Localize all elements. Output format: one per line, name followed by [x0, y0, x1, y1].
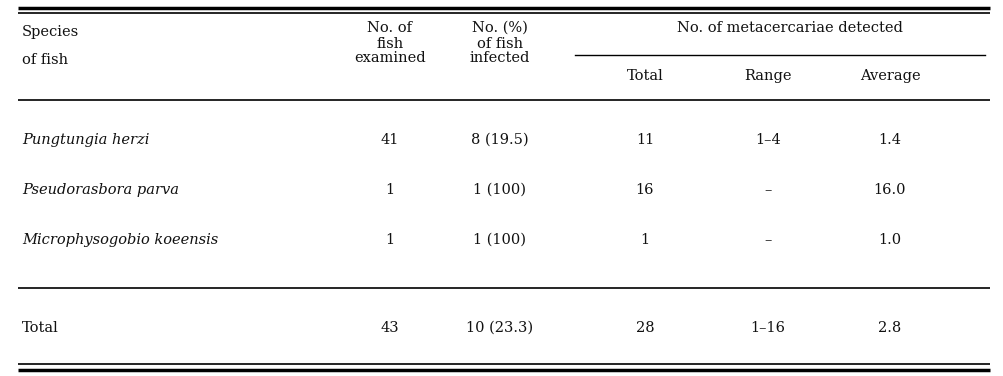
Text: 41: 41	[380, 133, 399, 147]
Text: 1: 1	[385, 233, 394, 247]
Text: 2.8: 2.8	[878, 321, 901, 335]
Text: Pungtungia herzi: Pungtungia herzi	[22, 133, 149, 147]
Text: 1.0: 1.0	[878, 233, 901, 247]
Text: Range: Range	[743, 69, 791, 83]
Text: Average: Average	[859, 69, 920, 83]
Text: 1: 1	[385, 183, 394, 197]
Text: 16.0: 16.0	[873, 183, 906, 197]
Text: 1 (100): 1 (100)	[473, 183, 526, 197]
Text: –: –	[763, 183, 771, 197]
Text: No. of metacercariae detected: No. of metacercariae detected	[676, 21, 902, 35]
Text: 1.4: 1.4	[878, 133, 901, 147]
Text: 11: 11	[635, 133, 654, 147]
Text: 1–16: 1–16	[750, 321, 784, 335]
Text: Total: Total	[626, 69, 663, 83]
Text: Microphysogobio koeensis: Microphysogobio koeensis	[22, 233, 218, 247]
Text: of fish: of fish	[476, 37, 523, 51]
Text: fish: fish	[376, 37, 403, 51]
Text: 10 (23.3): 10 (23.3)	[466, 321, 533, 335]
Text: –: –	[763, 233, 771, 247]
Text: 8 (19.5): 8 (19.5)	[470, 133, 529, 147]
Text: 1–4: 1–4	[754, 133, 780, 147]
Text: 16: 16	[635, 183, 654, 197]
Text: Total: Total	[22, 321, 59, 335]
Text: of fish: of fish	[22, 53, 68, 67]
Text: 43: 43	[380, 321, 399, 335]
Text: 1: 1	[640, 233, 649, 247]
Text: Species: Species	[22, 25, 79, 39]
Text: No. of: No. of	[367, 21, 412, 35]
Text: examined: examined	[354, 51, 425, 65]
Text: 1 (100): 1 (100)	[473, 233, 526, 247]
Text: 28: 28	[635, 321, 654, 335]
Text: Pseudorasbora parva: Pseudorasbora parva	[22, 183, 179, 197]
Text: infected: infected	[469, 51, 530, 65]
Text: No. (%): No. (%)	[471, 21, 528, 35]
